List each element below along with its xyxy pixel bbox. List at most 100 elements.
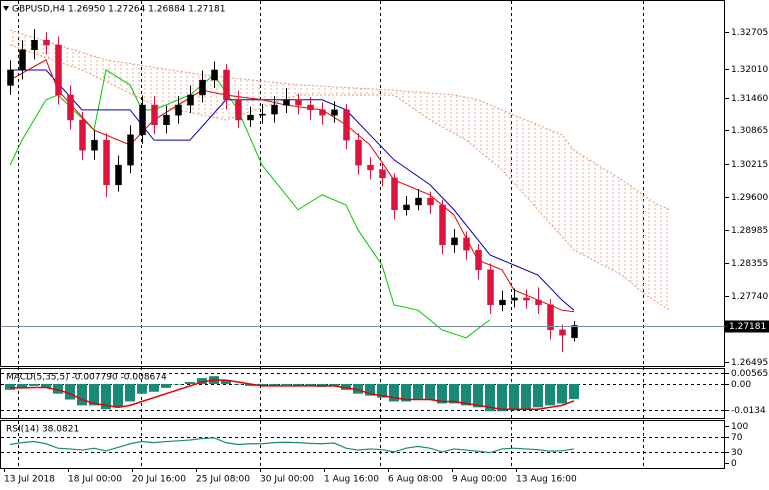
x-tick-label: 1 Aug 16:00 (324, 475, 379, 485)
x-tick-label: 25 Jul 08:00 (196, 475, 250, 485)
candle-body (235, 99, 242, 121)
candle-body (427, 197, 434, 206)
macd-bar (281, 383, 291, 385)
macd-bar (137, 383, 147, 394)
candle-body (127, 134, 134, 166)
macd-bar (173, 383, 183, 385)
y-tick-label: -0.0134 (731, 406, 766, 416)
candle-body (535, 299, 542, 306)
y-tick-label: 0 (731, 459, 737, 469)
symbol-icon (3, 6, 9, 11)
y-tick-label: 1.29600 (731, 193, 768, 203)
macd-bar (149, 383, 159, 392)
x-tick-label: 30 Jul 00:00 (260, 475, 314, 485)
candle-body (19, 49, 26, 71)
macd-bar (161, 383, 171, 388)
candle-body (295, 99, 302, 106)
x-tick-label: 13 Aug 16:00 (516, 475, 577, 485)
candle-body (391, 177, 398, 211)
macd-bar (437, 383, 447, 404)
candle-body (139, 104, 146, 136)
candle-body (67, 94, 74, 121)
y-tick-label: 0.00 (731, 380, 751, 390)
candle-body (439, 204, 446, 246)
candle-body (43, 39, 50, 46)
candle-body (547, 304, 554, 331)
macd-bar (41, 383, 51, 388)
y-tick-label: 100 (731, 422, 748, 432)
macd-bar (5, 383, 15, 390)
candle-body (271, 104, 278, 115)
candle-body (343, 109, 350, 141)
macd-bar (389, 383, 399, 402)
macd-bar (221, 380, 231, 384)
candle-body (115, 164, 122, 186)
candle-body (151, 104, 158, 125)
candle-body (571, 325, 578, 339)
price-label-box (725, 320, 769, 333)
x-tick-label: 6 Aug 08:00 (388, 475, 443, 485)
candle-body (55, 44, 62, 96)
macd-bar (401, 383, 411, 402)
y-tick-label: 1.28985 (731, 226, 768, 236)
macd-bar (329, 383, 339, 386)
y-tick-label: 1.27740 (731, 292, 768, 302)
candle-body (187, 94, 194, 106)
macd-bar (269, 383, 279, 386)
price-label: 1.27181 (729, 322, 766, 332)
y-tick-label: 0.005652 (731, 369, 769, 379)
macd-bar (545, 383, 555, 406)
indicator-line (10, 379, 575, 411)
y-tick-label: 1.28355 (731, 259, 768, 269)
x-tick-label: 13 Jul 2018 (4, 475, 55, 485)
candle-body (523, 297, 530, 301)
macd-bar (461, 383, 471, 406)
macd-bar (521, 383, 531, 410)
macd-bar (17, 383, 27, 388)
candle-body (451, 237, 458, 246)
candle-body (499, 299, 506, 306)
y-tick-label: 70 (731, 433, 743, 443)
candle-body (331, 109, 338, 116)
macd-title: MACD(5,35,5) -0.007790 -0.008674 (6, 373, 167, 383)
rsi-title: RSI(14) 38.0821 (6, 425, 79, 435)
candle-body (259, 113, 266, 116)
y-tick-label: 1.30865 (731, 126, 768, 136)
macd-bar (365, 383, 375, 396)
candle-body (223, 69, 230, 100)
macd-bar (509, 383, 519, 411)
macd-bar (473, 383, 483, 408)
indicator-line (9, 69, 491, 339)
macd-bar (293, 383, 303, 386)
macd-bar (305, 383, 315, 386)
macd-bar (185, 382, 195, 384)
macd-bar (557, 383, 567, 404)
candle-body (283, 99, 290, 106)
x-tick-label: 9 Aug 00:00 (452, 475, 507, 485)
macd-bar (53, 383, 63, 394)
y-tick-label: 1.26495 (731, 358, 768, 368)
candle-body (463, 237, 470, 251)
x-tick-label: 20 Jul 16:00 (132, 475, 186, 485)
cloud-fill (10, 30, 670, 311)
candle-body (559, 329, 566, 336)
macd-bar (101, 383, 111, 410)
macd-bar (533, 383, 543, 408)
y-tick-label: 1.32705 (731, 28, 768, 38)
indicator-line (9, 437, 575, 454)
macd-bar (77, 383, 87, 406)
candle-body (79, 119, 86, 151)
candle-body (403, 204, 410, 211)
candle-body (103, 139, 110, 186)
candle-body (487, 269, 494, 306)
macd-bar (113, 383, 123, 408)
macd-bar (377, 383, 387, 398)
macd-bar (485, 383, 495, 412)
macd-bar (245, 383, 255, 386)
candle-body (247, 114, 254, 121)
macd-bar (425, 383, 435, 400)
chart-title: GBPUSD,H4 1.26950 1.27264 1.26884 1.2718… (12, 5, 225, 15)
candle-body (319, 109, 326, 116)
candle-body (7, 69, 14, 86)
